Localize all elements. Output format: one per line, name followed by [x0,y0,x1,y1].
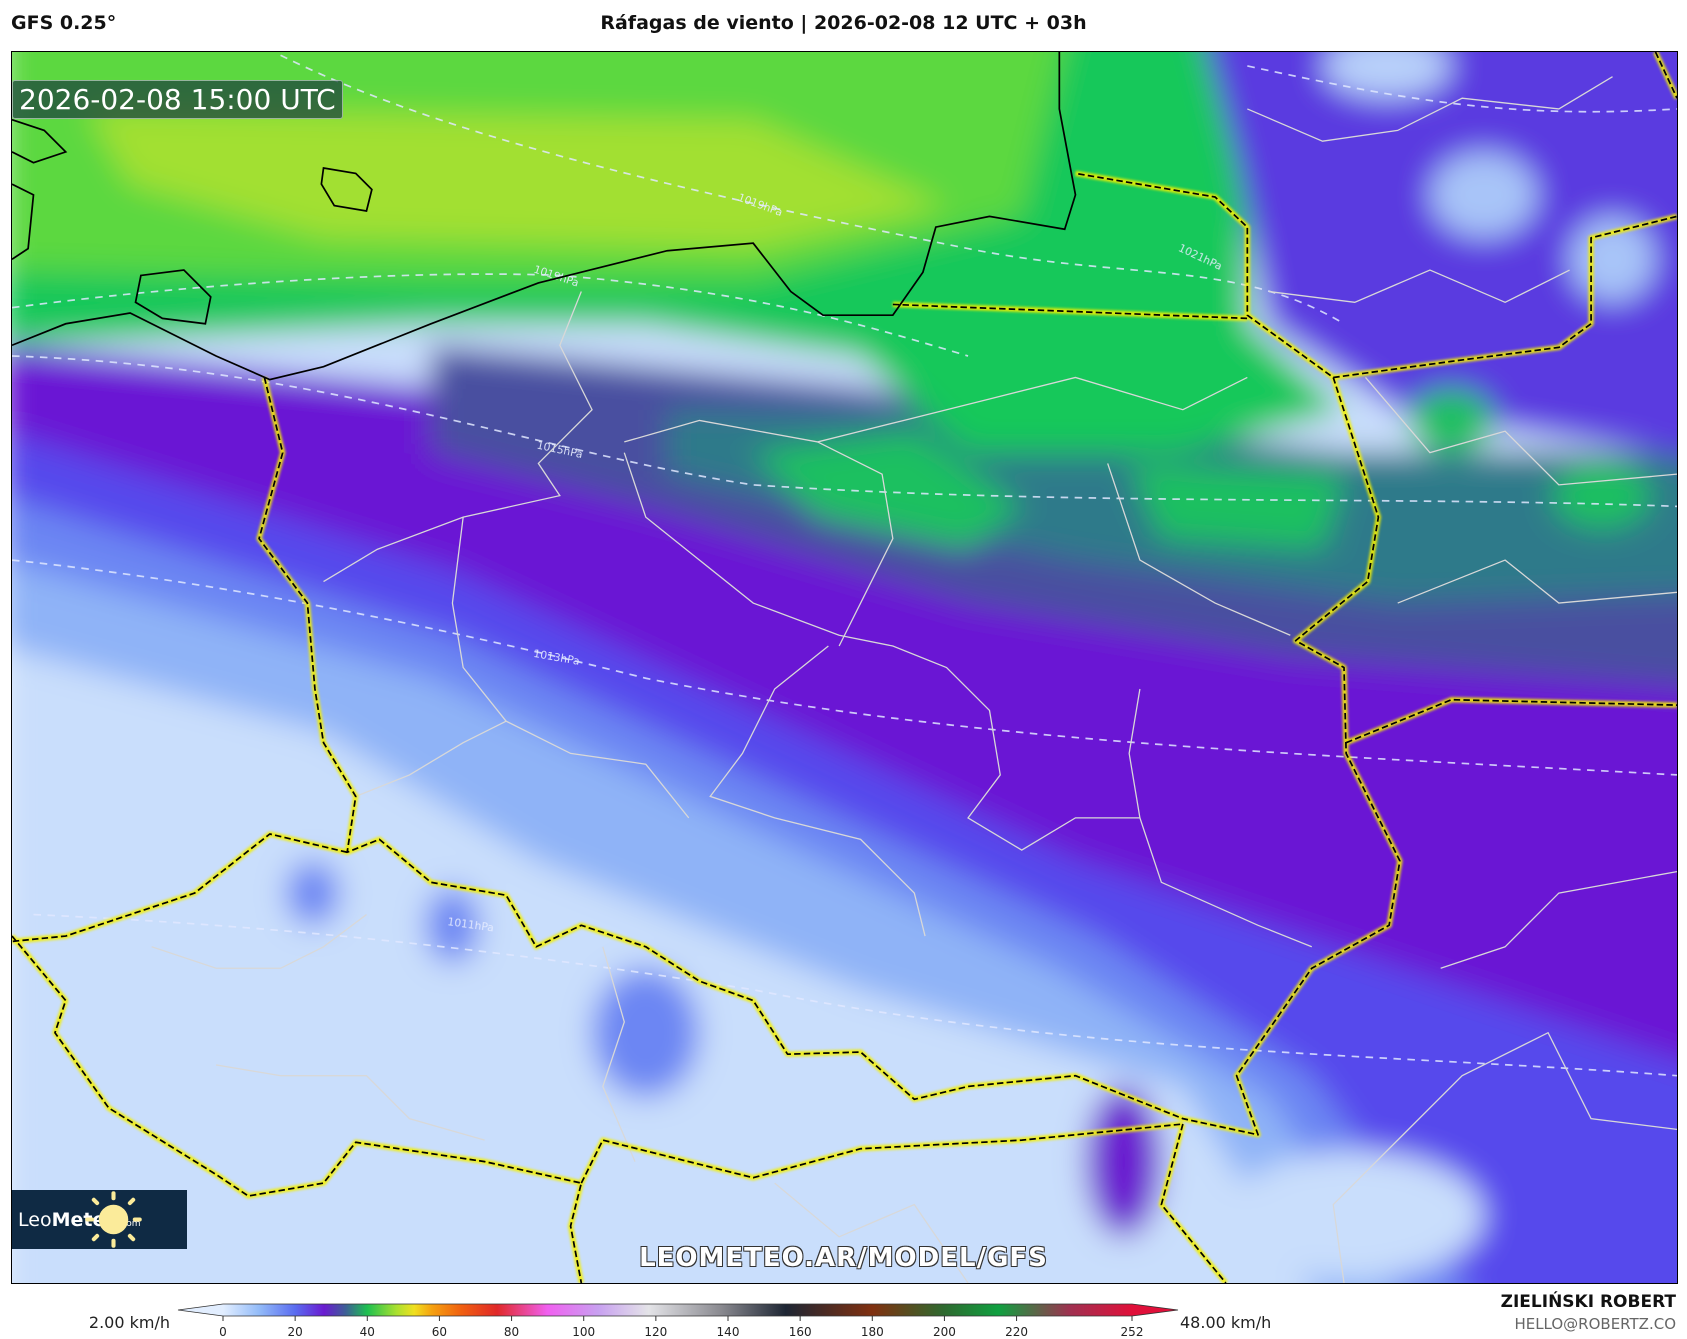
colorbar-tick-label: 80 [504,1325,519,1339]
colorbar-scale [177,1303,1179,1317]
sun-icon [85,1191,142,1248]
colorbar-tick-label: 252 [1121,1325,1144,1339]
author-email: HELLO@ROBERTZ.CO [1514,1315,1676,1333]
coastline [12,52,1077,381]
map-title: Ráfagas de viento | 2026-02-08 12 UTC + … [600,12,1087,34]
region-borders [151,76,1677,1283]
colorbar-tick-label: 100 [572,1325,595,1339]
author-credit: ZIELIŃSKI ROBERT [1500,1292,1676,1312]
colorbar-tick-label: 40 [360,1325,375,1339]
colorbar-tick-label: 120 [644,1325,667,1339]
map-canvas: 1019hPa 1019hPa 1021hPa 1015hPa 1013hPa … [12,52,1677,1283]
source-watermark: LEOMETEO.AR/MODEL/GFS [639,1243,1048,1273]
colorbar: 0 20 40 60 80 100 120 140 160 180 200 220 252 [177,1303,1179,1339]
colorbar-tick-label: 180 [861,1325,884,1339]
isobar-label: 1011hPa [447,915,495,934]
colorbar-tick-label: 60 [432,1325,447,1339]
colorbar-tick-label: 160 [789,1325,812,1339]
valid-time-label: 2026-02-08 15:00 UTC [12,80,343,119]
isobars [12,54,1677,1077]
wind-gust-map[interactable]: 1019hPa 1019hPa 1021hPa 1015hPa 1013hPa … [11,51,1678,1284]
colorbar-tick-label: 0 [219,1325,227,1339]
colorbar-tick-label: 140 [717,1325,740,1339]
colorbar-min-label: 2.00 km/h [88,1313,170,1332]
country-borders [12,52,1677,1283]
leometeo-logo[interactable]: LeoMeteo.com [12,1190,187,1249]
colorbar-tick-label: 20 [288,1325,303,1339]
model-label: GFS 0.25° [11,12,117,34]
wind-field [12,52,1677,1283]
colorbar-max-label: 48.00 km/h [1180,1313,1272,1332]
colorbar-tick-label: 220 [1005,1325,1028,1339]
colorbar-tick-label: 200 [933,1325,956,1339]
